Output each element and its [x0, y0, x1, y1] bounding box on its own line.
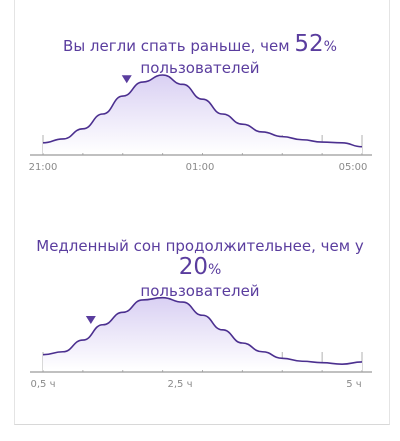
axis-label: 0,5 ч — [31, 379, 56, 390]
title-start: Медленный сон продолжительнее, чем у — [36, 237, 364, 255]
axis-label: 01:00 — [186, 162, 215, 173]
axis-label: 5 ч — [346, 379, 361, 390]
curve-line — [42, 74, 363, 148]
marker — [121, 75, 132, 84]
curve-area — [43, 297, 362, 370]
axis-label: 05:00 — [339, 162, 368, 173]
axis-label: 21:00 — [29, 162, 58, 173]
curve-line — [42, 296, 363, 365]
title-end: пользователей — [140, 282, 260, 300]
card-title: Вы легли спать раньше, чем 52% пользоват… — [20, 31, 380, 79]
percent-sign: % — [323, 39, 337, 55]
card-frame — [14, 0, 390, 425]
title-end: пользователей — [140, 59, 260, 77]
title-start: Вы легли спать раньше, чем — [63, 37, 290, 55]
card-title: Медленный сон продолжительнее, чем у 20%… — [20, 236, 380, 302]
percent: 20 — [178, 254, 208, 280]
curve-area — [43, 75, 362, 153]
percent-sign: % — [207, 262, 222, 278]
percent: 52 — [294, 31, 324, 57]
marker — [85, 315, 96, 324]
axis-label: 2,5 ч — [168, 379, 193, 390]
